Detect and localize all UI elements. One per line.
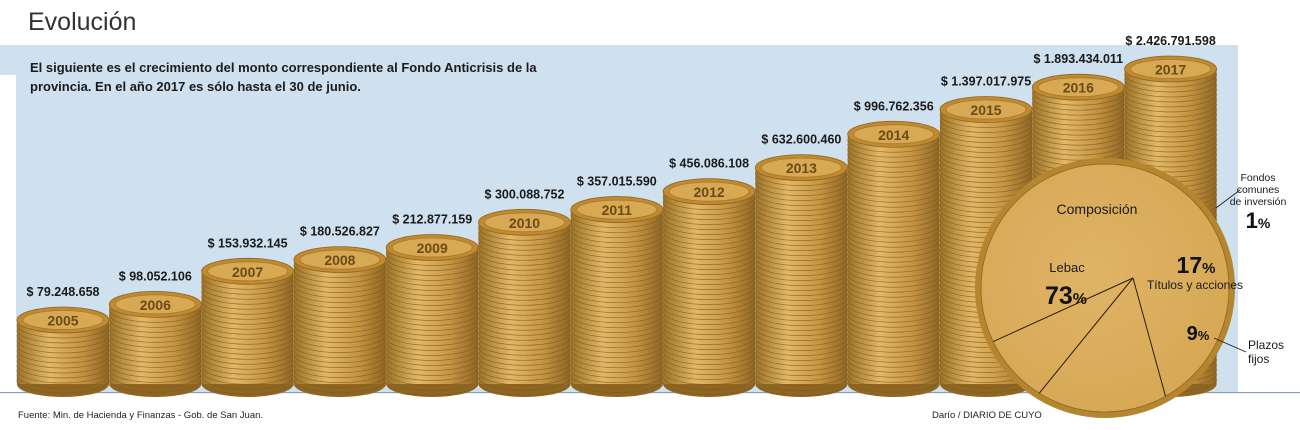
- coin-stack-2013: 2013 $ 632.600.460: [755, 133, 848, 397]
- slice-label-plazos: Plazos: [1248, 338, 1284, 352]
- coin-stack-2009: 2009 $ 212.877.159: [385, 213, 479, 397]
- year-label: 2015: [970, 102, 1001, 118]
- value-label: $ 212.877.159: [392, 213, 472, 227]
- slice-pct-fondos: 1%: [1246, 208, 1271, 233]
- year-label: 2006: [140, 297, 171, 313]
- year-label: 2012: [694, 184, 725, 200]
- slice-label-comunes: comunes: [1237, 184, 1280, 196]
- slice-pct-lebac: 73%: [1045, 282, 1087, 310]
- year-label: 2010: [509, 215, 540, 231]
- slice-label-fondos: Fondos: [1240, 172, 1275, 184]
- value-label: $ 996.762.356: [854, 99, 934, 113]
- pie-divider: [1038, 277, 1134, 394]
- slice-label-fijos: fijos: [1248, 352, 1269, 366]
- coin-stack-2006: 2006 $ 98.052.106: [108, 269, 202, 397]
- value-label: $ 2.426.791.598: [1125, 34, 1215, 48]
- value-label: $ 456.086.108: [669, 157, 749, 171]
- source-note: Fuente: Min. de Hacienda y Finanzas - Go…: [18, 410, 264, 421]
- pie-face: [980, 163, 1230, 413]
- year-label: 2007: [232, 264, 263, 280]
- slice-label-inversion: de inversión: [1230, 196, 1287, 208]
- composition-pie: Composición Lebac 73% 17%Títulos y acciones…: [975, 158, 1271, 418]
- page-title: Evolución: [28, 8, 137, 36]
- coin-stack-2010: 2010 $ 300.088.752: [478, 187, 571, 397]
- plazos-leader: [1213, 337, 1247, 353]
- slice-pct-titulos: 17%: [1177, 252, 1216, 278]
- value-label: $ 300.088.752: [485, 187, 565, 201]
- coin-stack-2011: 2011 $ 357.015.590: [570, 175, 664, 397]
- year-label: 2013: [786, 160, 817, 176]
- value-label: $ 1.397.017.975: [941, 75, 1031, 89]
- year-label: 2016: [1063, 80, 1094, 96]
- year-label: 2005: [47, 313, 78, 329]
- value-label: $ 180.526.827: [300, 225, 380, 239]
- value-label: $ 357.015.590: [577, 175, 657, 189]
- coin-stack-2007: 2007 $ 153.932.145: [201, 236, 295, 397]
- value-label: $ 98.052.106: [119, 269, 192, 283]
- slice-pct-plazos: 9%: [1187, 323, 1210, 345]
- coin-stack-2014: 2014 $ 996.762.356: [847, 99, 941, 397]
- value-label: $ 79.248.658: [27, 285, 100, 299]
- slice-label-titulos: Títulos y acciones: [1147, 278, 1243, 292]
- pie-title: Composición: [1057, 201, 1138, 217]
- slice-label-lebac: Lebac: [1049, 260, 1085, 275]
- credit-note: Darío / DIARIO DE CUYO: [932, 410, 1042, 421]
- year-label: 2008: [324, 252, 355, 268]
- pie-divider: [1132, 277, 1166, 397]
- year-label: 2014: [878, 127, 909, 143]
- value-label: $ 153.932.145: [208, 236, 288, 250]
- value-label: $ 632.600.460: [761, 133, 841, 147]
- value-label: $ 1.893.434.011: [1033, 52, 1123, 66]
- year-label: 2009: [417, 240, 448, 256]
- year-label: 2017: [1155, 62, 1186, 78]
- coin-stack-2005: 2005 $ 79.248.658: [16, 285, 110, 397]
- fondos-leader: [1215, 189, 1241, 209]
- intro-text: El siguiente es el crecimiento del monto…: [30, 60, 537, 94]
- coin-stack-2008: 2008 $ 180.526.827: [293, 225, 387, 397]
- year-label: 2011: [602, 202, 633, 218]
- pie-divider: [992, 277, 1134, 343]
- coin-stack-2012: 2012 $ 456.086.108: [662, 157, 756, 397]
